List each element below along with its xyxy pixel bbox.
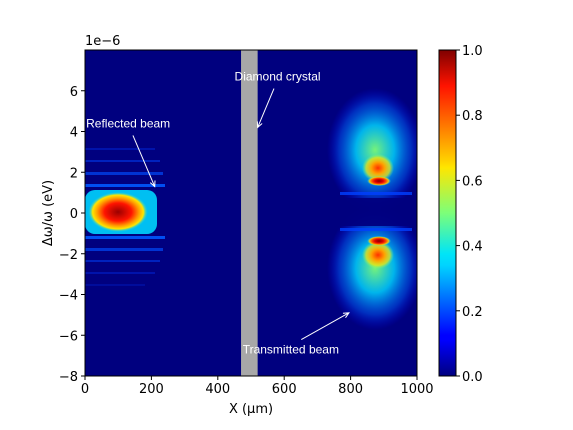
x-tick-label: 400	[205, 382, 230, 397]
annotation-text: Reflected beam	[86, 116, 170, 130]
colorbar-tick-label: 0.2	[462, 305, 483, 320]
transmitted-beam	[327, 88, 417, 330]
y-tick-label: −6	[59, 329, 78, 344]
annotation-arrowhead	[342, 312, 350, 319]
colorbar-tick-label: 0.6	[462, 174, 483, 189]
colorbar-gradient	[438, 49, 457, 377]
x-tick-label: 1000	[400, 382, 433, 397]
annotation-text: Transmitted beam	[243, 343, 339, 357]
annotation-arrow	[301, 312, 350, 341]
y-offset-label: 1e−6	[85, 34, 120, 49]
y-axis: 6 4 2 0 −2 −4 −6 −8	[59, 85, 85, 385]
transmitted-hotspot-lower	[367, 236, 391, 246]
annotation-arrowhead	[149, 180, 156, 188]
x-tick-label: 600	[272, 382, 297, 397]
x-axis-label: X (μm)	[229, 402, 273, 417]
y-tick-label: −2	[59, 248, 78, 263]
annotations: Diamond crystal Reflected beam Transmitted…	[86, 70, 350, 357]
colorbar-tick-label: 1.0	[462, 44, 483, 59]
reflected-beam-fringes	[85, 148, 165, 286]
y-axis-label: Δω/ω (eV)	[41, 180, 56, 246]
plot-area	[84, 49, 418, 377]
colorbar-tick-label: 0.4	[462, 240, 483, 255]
y-tick-label: 2	[70, 166, 78, 181]
reflected-beam-core	[88, 192, 148, 232]
y-tick-label: 4	[70, 126, 78, 141]
x-tick-label: 0	[81, 382, 89, 397]
x-axis: 0 200 400 600 800 1000	[81, 376, 434, 397]
diamond-crystal-slab	[241, 50, 258, 376]
transmitted-gap	[338, 198, 412, 226]
transmitted-hotspot-upper	[367, 176, 391, 186]
y-tick-label: 0	[70, 207, 78, 222]
y-tick-label: 6	[70, 85, 78, 100]
colorbar: 1.0 0.8 0.6 0.4 0.2 0.0	[438, 44, 483, 385]
annotation-arrowhead	[256, 121, 263, 129]
x-tick-label: 800	[338, 382, 363, 397]
annotation-text: Diamond crystal	[235, 70, 321, 84]
annotation-arrow	[132, 135, 156, 187]
colorbar-ticks: 1.0 0.8 0.6 0.4 0.2 0.0	[456, 44, 483, 385]
colorbar-tick-label: 0.0	[462, 370, 483, 385]
y-tick-label: −8	[59, 370, 78, 385]
annotation-arrow	[257, 88, 275, 128]
x-tick-label: 200	[139, 382, 164, 397]
y-tick-label: −4	[59, 289, 78, 304]
colorbar-tick-label: 0.8	[462, 109, 483, 124]
intensity-field	[85, 88, 417, 330]
